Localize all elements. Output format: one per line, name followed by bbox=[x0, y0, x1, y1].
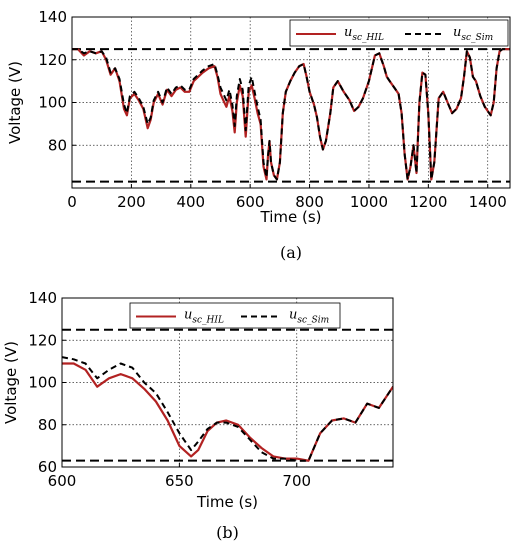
panel-label: (b) bbox=[216, 523, 239, 542]
x-tick-label: 1400 bbox=[469, 193, 507, 211]
y-tick-label: 100 bbox=[38, 94, 67, 112]
chart-panel-1: 600 650 700 60 80 100 120 140 Time (s) Voltage (V… bbox=[2, 289, 394, 542]
x-tick-label: 1000 bbox=[350, 193, 388, 211]
y-tick-label: 140 bbox=[28, 289, 57, 307]
y-axis-label: Voltage (V) bbox=[6, 61, 24, 144]
y-tick-label: 80 bbox=[38, 416, 57, 434]
x-tick-label: 400 bbox=[176, 193, 205, 211]
x-tick-label: 0 bbox=[67, 193, 77, 211]
x-axis-label: Time (s) bbox=[260, 208, 322, 226]
x-tick-label: 200 bbox=[117, 193, 146, 211]
x-tick-label: 800 bbox=[295, 193, 324, 211]
y-tick-label: 60 bbox=[38, 458, 57, 476]
chart-panel-0: 0 200 400 600 800 1000 1200 1400 80 100 120 140 Time… bbox=[6, 8, 511, 262]
x-tick-label: 600 bbox=[236, 193, 265, 211]
legend-label: usc_Sim bbox=[453, 25, 493, 43]
x-tick-label: 650 bbox=[165, 472, 194, 490]
legend-label: usc_Sim bbox=[289, 308, 329, 326]
x-tick-label: 700 bbox=[282, 472, 311, 490]
legend: usc_HIL usc_Sim bbox=[129, 302, 341, 329]
x-tick-label: 600 bbox=[48, 472, 77, 490]
y-axis-label: Voltage (V) bbox=[2, 341, 20, 424]
series-line-u_sc_HIL bbox=[62, 362, 393, 462]
y-tick-label: 80 bbox=[48, 136, 67, 154]
series-line-u_sc_HIL bbox=[72, 47, 510, 181]
y-tick-label: 140 bbox=[38, 8, 67, 26]
series-line-u_sc_Sim bbox=[72, 48, 510, 181]
x-axis-label: Time (s) bbox=[196, 493, 258, 511]
y-tick-label: 120 bbox=[38, 51, 67, 69]
y-tick-label: 120 bbox=[28, 331, 57, 349]
legend-label: usc_HIL bbox=[184, 308, 224, 326]
x-tick-label: 1200 bbox=[409, 193, 447, 211]
legend-label: usc_HIL bbox=[344, 25, 384, 43]
series-line-u_sc_Sim bbox=[62, 356, 393, 462]
y-tick-label: 100 bbox=[28, 374, 57, 392]
legend: usc_HIL usc_Sim bbox=[289, 19, 509, 47]
panel-label: (a) bbox=[280, 243, 302, 262]
